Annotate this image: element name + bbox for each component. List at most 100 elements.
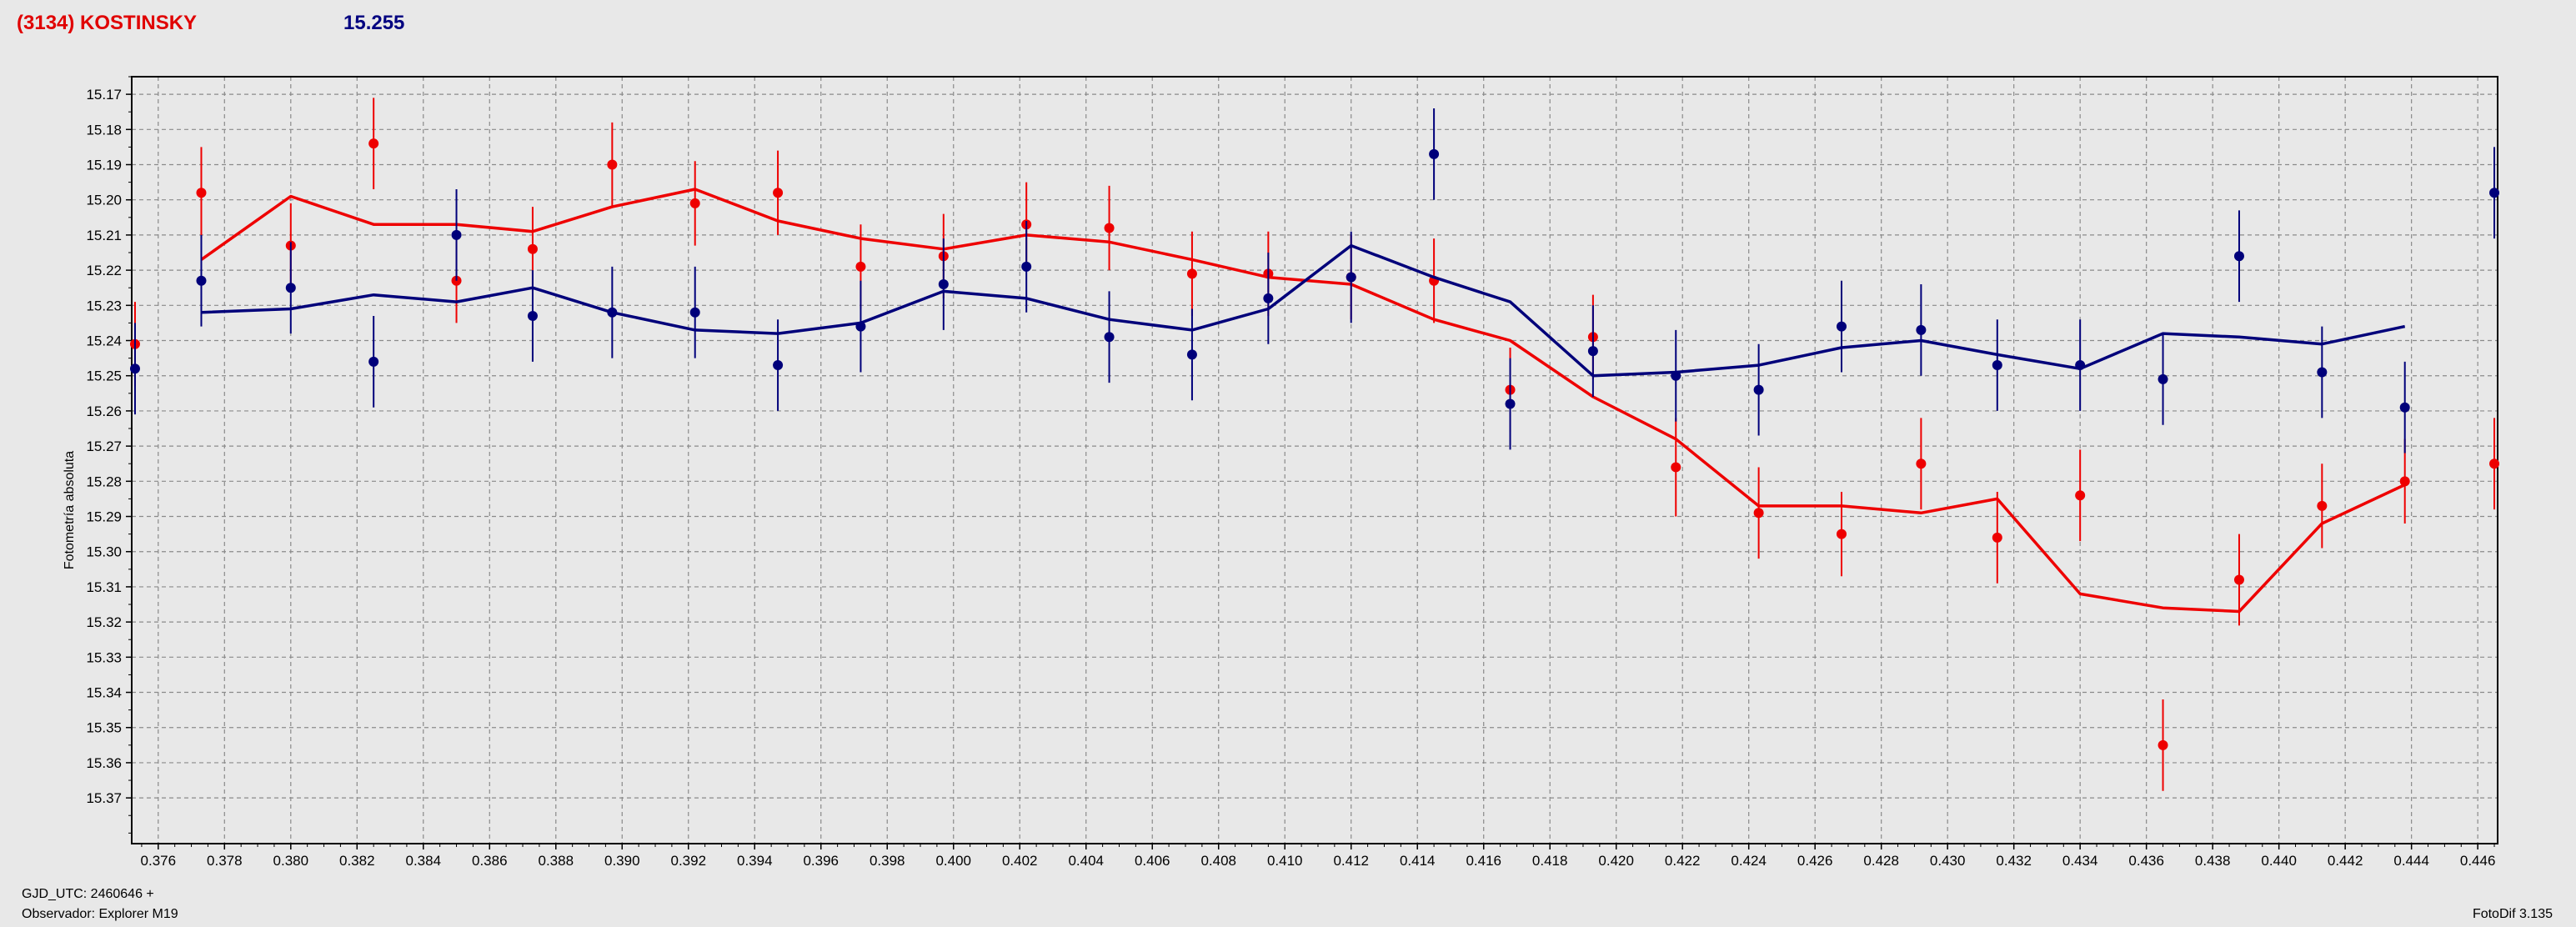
data-point: [2158, 739, 2168, 750]
data-point: [2489, 458, 2500, 469]
mean-magnitude: 15.255: [343, 12, 405, 34]
data-point: [1346, 272, 1356, 283]
grid: [132, 77, 2498, 844]
data-point: [1916, 458, 1927, 469]
x-tick-label: 0.410: [1267, 853, 1303, 869]
data-point: [451, 229, 462, 240]
data-point: [689, 307, 700, 318]
y-tick-label: 15.32: [86, 614, 122, 630]
x-tick-label: 0.380: [273, 853, 309, 869]
x-tick-label: 0.390: [604, 853, 640, 869]
x-tick-label: 0.406: [1135, 853, 1170, 869]
data-point: [196, 275, 207, 286]
x-tick-label: 0.418: [1532, 853, 1568, 869]
data-point: [1186, 268, 1197, 279]
y-tick-label: 15.22: [86, 263, 122, 278]
data-point: [773, 188, 784, 198]
x-tick-label: 0.426: [1797, 853, 1833, 869]
data-point: [129, 363, 140, 374]
plot-area: [132, 77, 2498, 844]
y-tick-label: 15.36: [86, 755, 122, 771]
x-tick-label: 0.400: [935, 853, 971, 869]
series-line: [201, 243, 2406, 378]
x-tick-label: 0.414: [1400, 853, 1436, 869]
data-point: [1505, 398, 1516, 409]
data-point: [1671, 370, 1681, 381]
data-point: [2075, 490, 2086, 501]
data-point: [1104, 223, 1115, 233]
y-tick-label: 15.27: [86, 438, 122, 454]
data-point: [938, 278, 949, 289]
data-point: [1587, 346, 1598, 357]
x-tick-label: 0.378: [207, 853, 243, 869]
data-point: [368, 138, 379, 149]
y-tick-label: 15.29: [86, 509, 122, 525]
y-tick-label: 15.28: [86, 474, 122, 489]
x-tick-label: 0.382: [339, 853, 375, 869]
x-tick-label: 0.416: [1466, 853, 1501, 869]
data-point: [2233, 574, 2244, 585]
data-point: [1186, 349, 1197, 360]
data-point: [1263, 293, 1274, 303]
x-tick-label: 0.394: [737, 853, 773, 869]
data-point: [1916, 324, 1927, 335]
data-point: [368, 356, 379, 367]
x-tick-label: 0.444: [2393, 853, 2429, 869]
data-point: [1671, 462, 1681, 473]
data-point: [1836, 321, 1847, 332]
data-point: [2489, 188, 2500, 198]
data-point: [689, 198, 700, 208]
x-tick-label: 0.422: [1665, 853, 1701, 869]
x-tick-label: 0.436: [2128, 853, 2164, 869]
data-point: [1021, 261, 1032, 272]
x-tick-label: 0.384: [406, 853, 442, 869]
x-tick-label: 0.442: [2328, 853, 2363, 869]
y-tick-label: 15.26: [86, 403, 122, 419]
y-tick-label: 15.25: [86, 368, 122, 384]
data-point: [1104, 332, 1115, 343]
data-point: [285, 283, 296, 293]
data-point: [855, 261, 866, 272]
data-point: [1992, 360, 2002, 371]
series-layer: [129, 98, 2500, 791]
y-tick-label: 15.24: [86, 333, 122, 349]
data-point: [527, 243, 538, 254]
y-tick-label: 15.21: [86, 228, 122, 243]
data-point: [2233, 251, 2244, 262]
x-tick-label: 0.420: [1598, 853, 1634, 869]
blue-series: [129, 108, 2500, 453]
y-tick-label: 15.30: [86, 544, 122, 560]
y-tick-label: 15.33: [86, 649, 122, 665]
gjd-label: GJD_UTC: 2460646 +: [22, 887, 154, 901]
data-point: [1753, 384, 1764, 395]
data-point: [1992, 532, 2002, 543]
x-tick-label: 0.432: [1996, 853, 2032, 869]
x-tick-label: 0.424: [1731, 853, 1767, 869]
y-tick-label: 15.19: [86, 158, 122, 173]
x-tick-label: 0.404: [1068, 853, 1104, 869]
x-tick-label: 0.398: [870, 853, 905, 869]
y-tick-label: 15.20: [86, 193, 122, 208]
x-tick-label: 0.402: [1002, 853, 1038, 869]
data-point: [2399, 402, 2410, 413]
y-tick-label: 15.18: [86, 122, 122, 138]
object-name: (3134) KOSTINSKY: [17, 12, 198, 34]
data-point: [855, 321, 866, 332]
data-point: [773, 360, 784, 371]
y-tick-label: 15.17: [86, 87, 122, 103]
data-point: [1753, 508, 1764, 519]
version-label: FotoDif 3.135: [2472, 907, 2553, 921]
y-axis-title: Fotometría absoluta: [63, 451, 77, 569]
x-tick-label: 0.434: [2062, 853, 2098, 869]
series-line: [200, 188, 2406, 614]
x-tick-label: 0.392: [670, 853, 706, 869]
data-point: [607, 159, 618, 170]
data-point: [607, 307, 618, 318]
data-point: [1836, 529, 1847, 539]
data-point: [2317, 500, 2328, 511]
x-tick-label: 0.440: [2261, 853, 2297, 869]
x-tick-label: 0.438: [2195, 853, 2231, 869]
x-tick-label: 0.386: [472, 853, 508, 869]
